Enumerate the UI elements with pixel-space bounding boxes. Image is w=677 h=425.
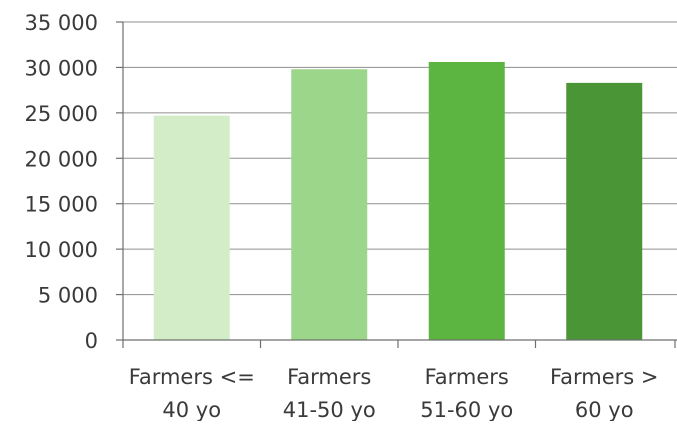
x-tick-label-line: Farmers > bbox=[550, 365, 659, 389]
y-tick-label: 0 bbox=[85, 329, 98, 353]
x-tick-label-line: Farmers <= bbox=[129, 365, 255, 389]
y-tick-label: 25 000 bbox=[25, 102, 98, 126]
x-tick-labels: Farmers <= 40 yo Farmers 41-50 yo Farmers 51-… bbox=[129, 365, 659, 422]
y-tick-label: 35 000 bbox=[25, 11, 98, 35]
x-tick-label: Farmers 51-60 yo bbox=[420, 365, 513, 421]
y-tick-label: 30 000 bbox=[25, 56, 98, 80]
y-tick-label: 20 000 bbox=[25, 147, 98, 171]
y-tick-label: 10 000 bbox=[25, 238, 98, 262]
x-tick-label-line: Farmers bbox=[287, 365, 371, 389]
axes bbox=[116, 21, 677, 348]
bar bbox=[291, 69, 368, 340]
x-tick-label-line: 41-50 yo bbox=[283, 398, 376, 421]
x-tick-label-line: 40 yo bbox=[162, 398, 221, 421]
y-tick-labels: 0 5 000 10 000 15 000 20 000 25 000 30 000 35 0… bbox=[25, 11, 98, 353]
x-tick-label: Farmers 41-50 yo bbox=[283, 365, 376, 421]
x-tick-label-line: 60 yo bbox=[575, 398, 634, 421]
bar bbox=[428, 61, 505, 340]
y-tick-label: 15 000 bbox=[25, 193, 98, 217]
bars bbox=[153, 61, 643, 341]
bar bbox=[566, 82, 643, 341]
x-tick-label-line: 51-60 yo bbox=[420, 398, 513, 421]
x-tick-label-line: Farmers bbox=[425, 365, 509, 389]
x-tick-label: Farmers <= 40 yo bbox=[129, 365, 255, 421]
x-tick-label: Farmers > 60 yo bbox=[550, 365, 659, 421]
y-tick-label: 5 000 bbox=[38, 284, 98, 308]
bar bbox=[153, 115, 230, 340]
